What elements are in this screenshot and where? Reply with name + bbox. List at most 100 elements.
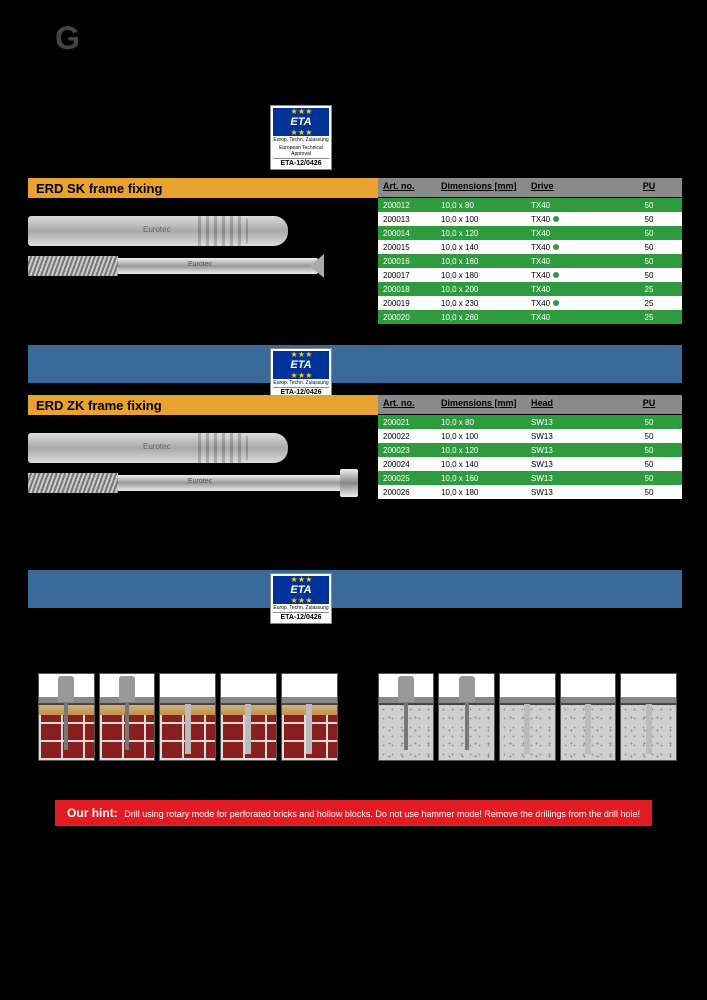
example-step	[438, 673, 495, 761]
cell-art: 200012	[378, 201, 436, 210]
cell-dim: 10,0 x 100	[436, 432, 526, 441]
table-row: 20001810,0 x 200TX4025	[378, 282, 682, 296]
example-step	[38, 673, 95, 761]
star-icon: ★ ★ ★	[291, 575, 312, 584]
star-icon: ★ ★ ★	[291, 107, 312, 116]
cell-drive: TX40	[526, 229, 616, 238]
eta-badge-mid1: ★ ★ ★ ETA ★ ★ ★ Europ. Techn. Zulassung …	[270, 348, 332, 399]
cell-pu: 25	[616, 313, 682, 322]
example-title-concrete: Application example with concrete	[378, 640, 678, 661]
application-examples: Application example with brickwork Appli…	[38, 640, 677, 761]
cell-dim: 10,0 x 160	[436, 474, 526, 483]
table-row: 20001310,0 x 100TX4050	[378, 212, 682, 226]
cell-dim: 10,0 x 100	[436, 215, 526, 224]
table-row: 20002310,0 x 120SW1350	[378, 443, 682, 457]
cell-dim: 10,0 x 80	[436, 201, 526, 210]
separator-band	[28, 570, 682, 608]
example-step	[378, 673, 435, 761]
eta-label: ETA	[290, 116, 311, 128]
cell-dim: 10,0 x 80	[436, 418, 526, 427]
cell-art: 200020	[378, 313, 436, 322]
cell-art: 200017	[378, 271, 436, 280]
cell-drive: TX40	[526, 271, 616, 280]
cell-pu: 50	[616, 257, 682, 266]
table-row: 20002610,0 x 180SW1350	[378, 485, 682, 499]
cell-art: 200026	[378, 488, 436, 497]
brand-label: Eurotec	[143, 225, 171, 234]
eta-label: ETA	[290, 359, 311, 371]
example-concrete: Application example with concrete	[378, 640, 678, 761]
cell-dim: 10,0 x 260	[436, 313, 526, 322]
cell-drive: SW13	[526, 474, 616, 483]
cell-drive: SW13	[526, 488, 616, 497]
product-image-zk: Eurotec Eurotec	[28, 415, 378, 495]
cell-pu: 25	[616, 299, 682, 308]
table-row: 20001610,0 x 160TX4050	[378, 254, 682, 268]
cell-art: 200013	[378, 215, 436, 224]
example-step	[99, 673, 156, 761]
table-row: 20001710,0 x 180TX4050	[378, 268, 682, 282]
cell-pu: 50	[616, 460, 682, 469]
cell-pu: 50	[616, 474, 682, 483]
cell-pu: 25	[616, 285, 682, 294]
cell-dim: 10,0 x 230	[436, 299, 526, 308]
table-row: 20002010,0 x 260TX4025	[378, 310, 682, 324]
hint-label: Our hint:	[67, 806, 118, 820]
brand-label: Eurotec	[143, 442, 171, 451]
section-erd-sk: ERD SK frame fixing Art. no. Dimensions …	[28, 178, 682, 324]
cell-dim: 10,0 x 120	[436, 446, 526, 455]
cell-pu: 50	[616, 271, 682, 280]
col-header-drive: Drive	[526, 178, 616, 198]
hint-text: Drill using rotary mode for perforated b…	[124, 809, 640, 819]
table-row: 20002110,0 x 80SW1350	[378, 415, 682, 429]
cell-art: 200022	[378, 432, 436, 441]
cell-dim: 10,0 x 140	[436, 460, 526, 469]
table-row: 20001910,0 x 230TX4025	[378, 296, 682, 310]
cell-art: 200018	[378, 285, 436, 294]
cell-art: 200024	[378, 460, 436, 469]
cell-drive: TX40	[526, 201, 616, 210]
col-header-dim: Dimensions [mm]	[436, 395, 526, 415]
cell-art: 200016	[378, 257, 436, 266]
cell-drive: TX40	[526, 243, 616, 252]
cell-drive: SW13	[526, 418, 616, 427]
cell-drive: SW13	[526, 446, 616, 455]
cell-dim: 10,0 x 140	[436, 243, 526, 252]
cell-pu: 50	[616, 201, 682, 210]
cell-drive: TX40	[526, 285, 616, 294]
table-zk: 20002110,0 x 80SW135020002210,0 x 100SW1…	[378, 415, 682, 499]
col-header-dim: Dimensions [mm]	[436, 178, 526, 198]
example-step	[220, 673, 277, 761]
eta-sub1: Europ. Techn. Zulassung	[273, 379, 329, 387]
table-row: 20001210,0 x 80TX4050	[378, 198, 682, 212]
cell-drive: SW13	[526, 432, 616, 441]
eta-label: ETA	[290, 584, 311, 596]
example-step	[499, 673, 556, 761]
col-header-art: Art. no.	[378, 178, 436, 198]
cell-art: 200019	[378, 299, 436, 308]
cell-drive: TX40	[526, 215, 616, 224]
section-title-zk: ERD ZK frame fixing	[28, 395, 378, 415]
cell-pu: 50	[616, 229, 682, 238]
brand-label: Eurotec	[188, 261, 212, 268]
example-title-brick: Application example with brickwork	[38, 640, 338, 661]
cell-drive: TX40	[526, 313, 616, 322]
star-icon: ★ ★ ★	[291, 128, 312, 137]
cell-pu: 50	[616, 215, 682, 224]
brand-label: Eurotec	[188, 478, 212, 485]
example-step	[620, 673, 677, 761]
section-title-sk: ERD SK frame fixing	[28, 178, 378, 198]
cell-pu: 50	[616, 418, 682, 427]
section-erd-zk: ERD ZK frame fixing Art. no. Dimensions …	[28, 395, 682, 499]
eta-sub2: European Technical Approval	[273, 144, 329, 158]
cell-art: 200023	[378, 446, 436, 455]
cell-drive: TX40	[526, 257, 616, 266]
eta-sub1: Europ. Techn. Zulassung	[273, 604, 329, 612]
eta-number: ETA-12/0426	[273, 158, 329, 167]
table-sk: 20001210,0 x 80TX405020001310,0 x 100TX4…	[378, 198, 682, 324]
cell-drive: TX40	[526, 299, 616, 308]
eta-badge-mid2: ★ ★ ★ ETA ★ ★ ★ Europ. Techn. Zulassung …	[270, 573, 332, 624]
cell-pu: 50	[616, 488, 682, 497]
cell-dim: 10,0 x 180	[436, 271, 526, 280]
star-icon: ★ ★ ★	[291, 350, 312, 359]
